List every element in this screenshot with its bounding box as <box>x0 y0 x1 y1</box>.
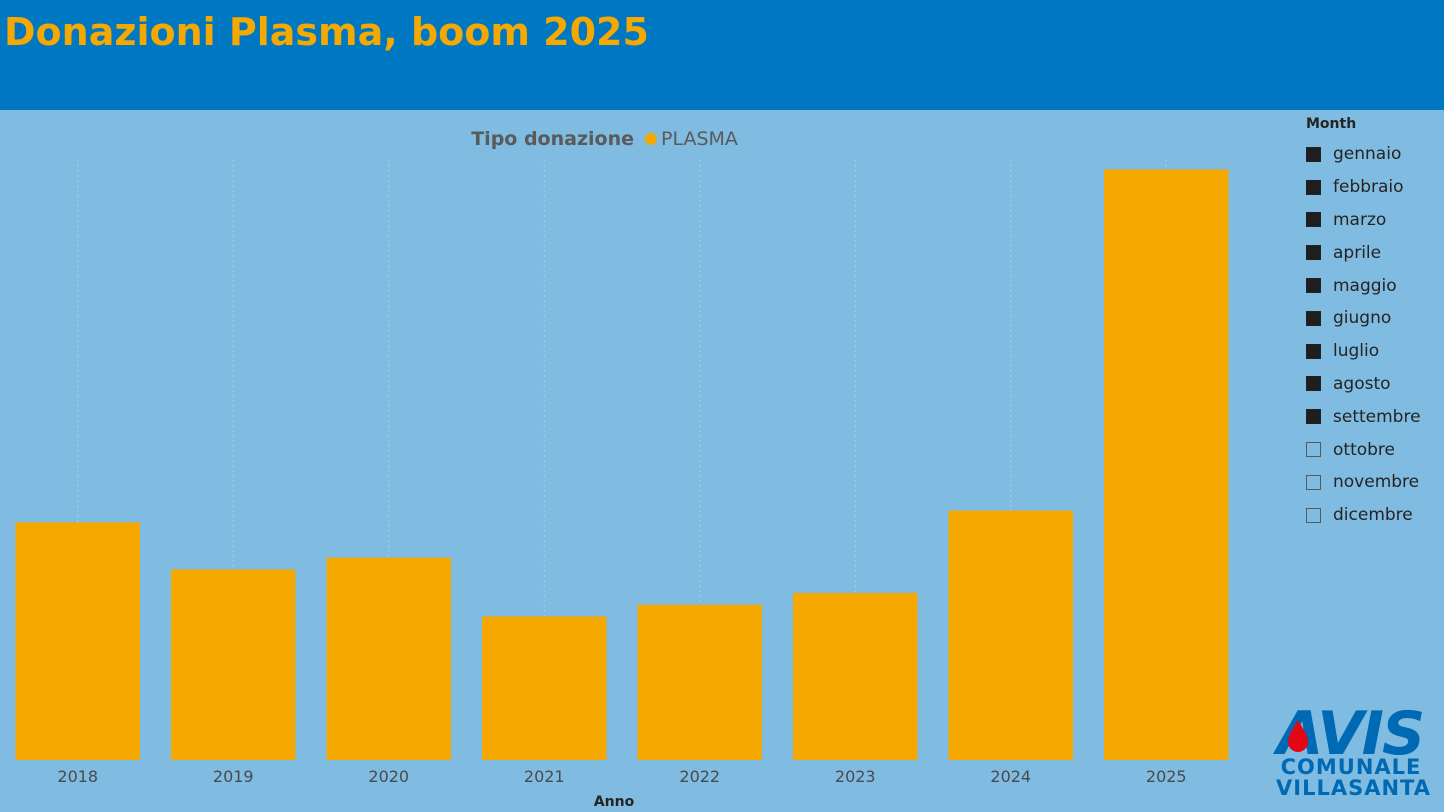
slicer-item-marzo[interactable]: marzo <box>1296 204 1441 237</box>
month-slicer: Month gennaio febbraio marzo aprile maggio gi… <box>1296 116 1441 532</box>
slicer-item-label: luglio <box>1333 341 1380 362</box>
slicer-checkbox[interactable] <box>1306 474 1321 490</box>
slicer-checkbox[interactable] <box>1306 278 1321 294</box>
bar-chart: Tipo donazione PLASMA 2018 2019 2020 2021 2022… <box>15 128 1229 810</box>
slicer-item-label: febbraio <box>1333 177 1404 198</box>
slicer-item-gennaio[interactable]: gennaio <box>1296 138 1441 171</box>
avis-logo: AVIS <box>1273 700 1425 769</box>
bar-2021[interactable] <box>482 616 607 760</box>
slicer-heading: Month <box>1306 116 1357 132</box>
chart-legend: Tipo donazione PLASMA <box>471 128 738 150</box>
slicer-item-febbraio[interactable]: febbraio <box>1296 171 1441 204</box>
slicer-item-agosto[interactable]: agosto <box>1296 368 1441 401</box>
report-title: Donazioni Plasma, boom 2025 <box>4 10 649 54</box>
slicer-checkbox[interactable] <box>1306 343 1321 359</box>
x-tick-2025: 2025 <box>1146 767 1187 786</box>
slicer-item-label: marzo <box>1333 209 1387 230</box>
slicer-list: gennaio febbraio marzo aprile maggio giugno lu… <box>1296 138 1441 532</box>
slicer-checkbox[interactable] <box>1306 310 1321 326</box>
slicer-item-label: aprile <box>1333 242 1382 263</box>
bar-2022[interactable] <box>637 604 762 760</box>
slicer-item-label: dicembre <box>1333 505 1413 526</box>
slicer-item-label: giugno <box>1333 308 1392 329</box>
blood-drop-icon <box>1288 720 1308 752</box>
slicer-checkbox[interactable] <box>1306 507 1321 523</box>
bar-2019[interactable] <box>171 569 296 760</box>
x-tick-2018: 2018 <box>57 767 98 786</box>
x-axis-label: Anno <box>594 794 635 810</box>
x-tick-2019: 2019 <box>213 767 254 786</box>
bar-2024[interactable] <box>948 510 1073 760</box>
legend-entry-plasma: PLASMA <box>661 128 738 150</box>
bar-2023[interactable] <box>793 592 918 760</box>
slicer-checkbox[interactable] <box>1306 376 1321 392</box>
slicer-item-novembre[interactable]: novembre <box>1296 466 1441 499</box>
slicer-item-label: novembre <box>1333 472 1420 493</box>
slicer-item-label: agosto <box>1333 373 1391 394</box>
slicer-item-label: ottobre <box>1333 439 1395 460</box>
x-tick-2022: 2022 <box>679 767 720 786</box>
slicer-item-label: gennaio <box>1333 144 1402 165</box>
x-tick-2021: 2021 <box>524 767 565 786</box>
slicer-item-aprile[interactable]: aprile <box>1296 236 1441 269</box>
slicer-item-luglio[interactable]: luglio <box>1296 335 1441 368</box>
logo-line-comunale: COMUNALE <box>1280 755 1422 779</box>
slicer-item-label: settembre <box>1333 406 1421 427</box>
slicer-item-label: maggio <box>1333 275 1397 296</box>
logo-line-villasanta: VILLASANTA <box>1276 776 1431 800</box>
slicer-item-maggio[interactable]: maggio <box>1296 269 1441 302</box>
bar-2018[interactable] <box>15 522 140 760</box>
bar-2020[interactable] <box>326 557 451 760</box>
slicer-checkbox[interactable] <box>1306 245 1321 261</box>
slicer-item-settembre[interactable]: settembre <box>1296 400 1441 433</box>
bar-2025[interactable] <box>1104 169 1229 761</box>
x-tick-2020: 2020 <box>368 767 409 786</box>
slicer-checkbox[interactable] <box>1306 146 1321 162</box>
slicer-item-ottobre[interactable]: ottobre <box>1296 433 1441 466</box>
slicer-checkbox[interactable] <box>1306 179 1321 195</box>
slicer-checkbox[interactable] <box>1306 442 1321 458</box>
slicer-checkbox[interactable] <box>1306 212 1321 228</box>
slicer-item-dicembre[interactable]: dicembre <box>1296 499 1441 532</box>
slicer-item-giugno[interactable]: giugno <box>1296 302 1441 335</box>
legend-marker-plasma <box>645 133 657 145</box>
x-tick-2024: 2024 <box>990 767 1031 786</box>
report-header: Donazioni Plasma, boom 2025 <box>0 0 1444 110</box>
x-tick-2023: 2023 <box>835 767 876 786</box>
slicer-checkbox[interactable] <box>1306 409 1321 425</box>
legend-title: Tipo donazione <box>471 128 634 150</box>
